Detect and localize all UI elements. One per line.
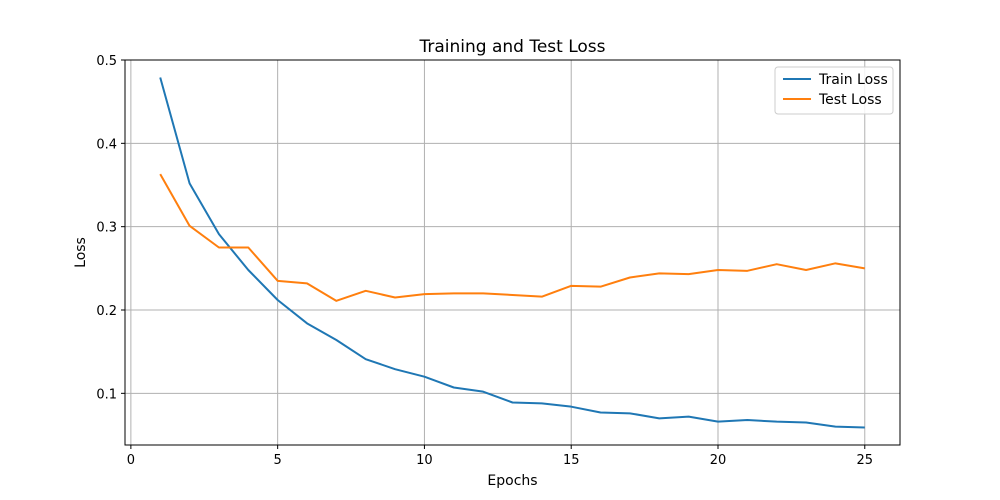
grid (125, 59, 900, 445)
series-lines (159, 77, 865, 429)
series-line-test-loss (159, 173, 865, 302)
x-tick-label: 25 (856, 453, 873, 468)
y-tick-label: 0.4 (96, 137, 117, 152)
y-tick-label: 0.1 (96, 387, 117, 402)
y-tick-label: 0.3 (96, 221, 117, 236)
y-tick-label: 0.5 (96, 54, 117, 69)
y-tick-label: 0.2 (96, 304, 117, 319)
legend-label-train-loss: Train Loss (818, 72, 888, 88)
x-tick-label: 5 (274, 453, 282, 468)
axis-ticks: 0 5 10 15 20 25 0.1 0.2 0.3 0.4 0.5 (96, 54, 873, 468)
series-line-train-loss (159, 77, 865, 429)
chart-title: Training and Test Loss (418, 37, 605, 57)
plot-frame (124, 59, 901, 446)
x-tick-label: 10 (416, 453, 433, 468)
x-tick-label: 15 (563, 453, 580, 468)
x-tick-label: 0 (127, 453, 135, 468)
legend: Train Loss Test Loss (774, 66, 894, 115)
x-tick-label: 20 (710, 453, 727, 468)
legend-label-test-loss: Test Loss (818, 92, 882, 108)
y-axis-title: Loss (73, 237, 89, 268)
x-axis-title: Epochs (487, 473, 537, 489)
